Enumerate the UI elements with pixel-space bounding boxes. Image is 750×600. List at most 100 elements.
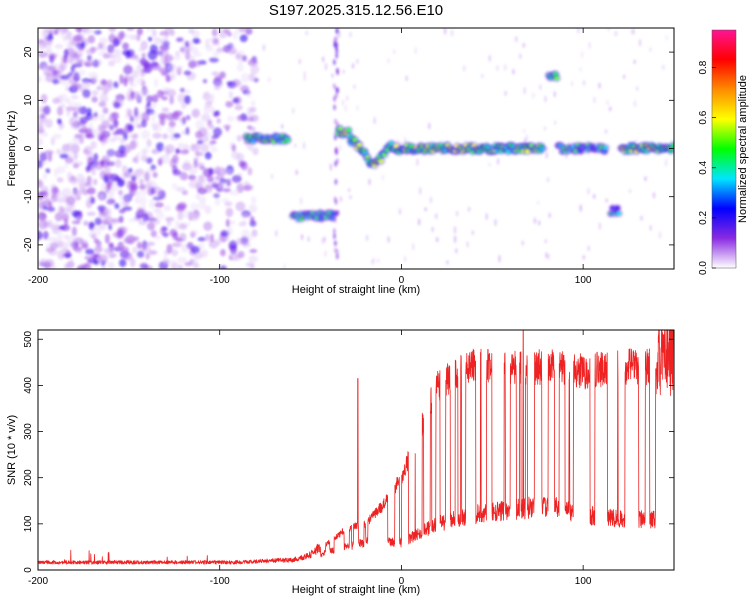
noise-blob xyxy=(57,205,64,215)
noise-blob xyxy=(50,242,58,250)
faint-blob xyxy=(485,212,488,221)
noise-blob xyxy=(199,143,209,153)
burst-blob xyxy=(333,196,337,203)
faint-blob xyxy=(665,35,668,41)
faint-blob xyxy=(543,126,547,131)
noise-blob xyxy=(129,257,136,268)
spectrogram-marks xyxy=(38,28,674,269)
faint-blob xyxy=(582,80,586,86)
noise-blob xyxy=(169,228,178,237)
faint-blob xyxy=(607,28,610,32)
noise-blob xyxy=(72,35,83,42)
burst-blob xyxy=(332,59,336,66)
noise-blob xyxy=(78,161,83,167)
noise-blob xyxy=(112,135,122,141)
faint-blob xyxy=(347,188,351,193)
faint-blob xyxy=(462,65,466,72)
noise-blob xyxy=(212,192,221,198)
noise-blob xyxy=(142,146,150,154)
noise-blob xyxy=(250,196,257,204)
noise-blob xyxy=(84,255,93,260)
noise-blob xyxy=(73,189,83,196)
noise-blob xyxy=(59,153,69,159)
noise-blob xyxy=(216,47,225,53)
faint-blob xyxy=(376,258,380,263)
noise-blob xyxy=(131,70,140,78)
faint-blob xyxy=(381,174,384,181)
noise-blob xyxy=(123,237,133,244)
noise-blob xyxy=(114,158,122,168)
noise-blob xyxy=(69,257,74,267)
noise-blob xyxy=(216,118,221,124)
noise-blob xyxy=(229,220,236,225)
faint-blob xyxy=(417,218,421,226)
noise-blob xyxy=(210,93,215,102)
noise-blob xyxy=(47,206,56,212)
noise-blob xyxy=(225,218,231,228)
colorbar-frame xyxy=(711,29,737,269)
noise-blob xyxy=(188,174,197,181)
noise-blob xyxy=(104,216,114,226)
noise-blob xyxy=(149,198,155,209)
faint-blob xyxy=(466,241,469,248)
noise-blob xyxy=(226,115,235,123)
noise-blob xyxy=(85,127,93,138)
noise-blob xyxy=(154,78,159,88)
noise-blob xyxy=(71,210,81,217)
noise-blob xyxy=(68,178,78,183)
faint-blob xyxy=(496,157,500,166)
noise-blob xyxy=(150,111,158,116)
noise-blob xyxy=(204,151,212,160)
y-tick-label: 0 xyxy=(23,145,34,151)
noise-blob xyxy=(205,38,210,48)
noise-blob xyxy=(233,188,239,197)
noise-blob xyxy=(161,107,170,112)
noise-blob xyxy=(190,229,199,237)
noise-blob xyxy=(118,144,126,154)
faint-blob xyxy=(453,226,457,234)
noise-blob xyxy=(130,139,139,149)
noise-blob xyxy=(154,194,160,199)
noise-blob xyxy=(38,128,45,134)
noise-blob xyxy=(43,132,48,138)
noise-blob xyxy=(228,46,237,55)
noise-blob xyxy=(57,249,65,260)
noise-blob xyxy=(232,97,240,104)
noise-blob xyxy=(56,234,65,239)
burst-blob xyxy=(336,209,340,216)
snr-axes: -200 -100 0 100 0 100 200 300 400 500 xyxy=(23,330,674,587)
faint-blob xyxy=(633,59,636,65)
noise-blob xyxy=(66,235,76,245)
noise-blob xyxy=(248,255,259,263)
colorbar-tick-label: 0.6 xyxy=(698,110,709,124)
faint-blob xyxy=(662,64,665,71)
noise-blob xyxy=(225,207,234,218)
noise-blob xyxy=(145,28,154,32)
noise-blob xyxy=(192,60,202,67)
burst-blob xyxy=(333,95,337,102)
noise-blob xyxy=(152,171,158,178)
noise-blob xyxy=(66,107,71,117)
noise-blob xyxy=(211,28,218,37)
noise-blob xyxy=(100,182,106,193)
noise-blob xyxy=(215,175,225,181)
noise-blob xyxy=(66,249,71,254)
noise-blob xyxy=(81,243,89,250)
faint-blob xyxy=(455,210,459,217)
noise-blob xyxy=(81,28,92,35)
noise-blob xyxy=(73,152,78,160)
noise-blob xyxy=(82,89,91,98)
noise-blob xyxy=(191,212,199,221)
noise-blob xyxy=(129,34,137,41)
noise-blob xyxy=(45,73,55,83)
signal-core xyxy=(356,142,363,147)
noise-blob xyxy=(185,127,190,135)
noise-blob xyxy=(101,155,111,164)
noise-blob xyxy=(236,134,242,142)
burst-blob xyxy=(335,86,339,93)
noise-blob xyxy=(142,88,150,96)
noise-blob xyxy=(235,201,246,212)
noise-blob xyxy=(249,263,255,269)
faint-blob xyxy=(356,58,359,65)
faint-blob xyxy=(295,169,298,176)
